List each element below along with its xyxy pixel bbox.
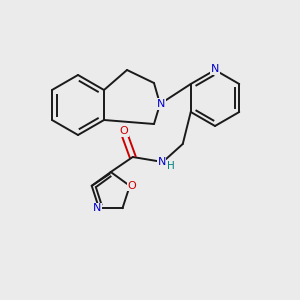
Text: O: O [128,181,136,191]
Text: N: N [158,157,166,167]
Text: O: O [119,126,128,136]
Text: H: H [167,161,175,171]
Text: N: N [157,99,165,109]
Text: N: N [93,203,101,213]
Text: N: N [211,64,219,74]
